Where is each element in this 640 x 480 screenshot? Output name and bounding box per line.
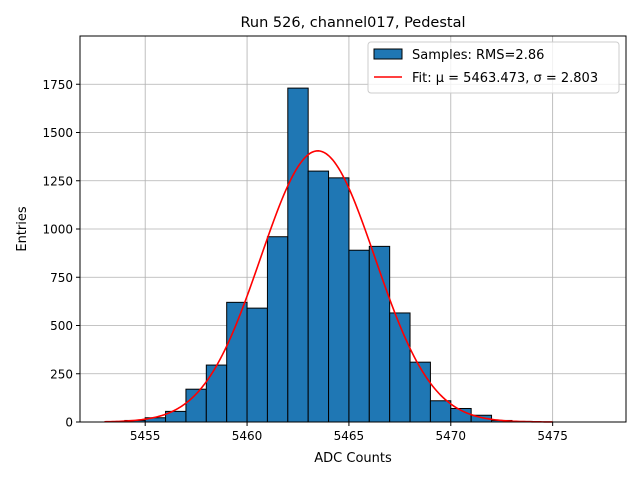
histogram-bar — [409, 361, 431, 423]
legend: Samples: RMS=2.86 Fit: μ = 5463.473, σ =… — [367, 41, 620, 94]
fit-curve-layer — [104, 150, 553, 423]
y-tick-label: 1250 — [42, 174, 73, 188]
legend-box — [367, 41, 620, 94]
legend-fit-label: Fit: μ = 5463.473, σ = 2.803 — [412, 71, 598, 86]
x-tick-label: 5470 — [436, 429, 467, 443]
x-tick-label: 5460 — [232, 429, 263, 443]
y-tick-label: 0 — [65, 416, 73, 430]
histogram-bar — [287, 87, 309, 423]
y-axis-label: Entries — [15, 206, 30, 252]
y-tick-label: 500 — [50, 319, 73, 333]
histogram-bar — [389, 312, 411, 423]
histogram-bar — [307, 170, 330, 423]
legend-samples-swatch — [373, 48, 403, 60]
y-tick-label: 750 — [50, 271, 73, 285]
x-axis-label: ADC Counts — [314, 451, 392, 466]
histogram-bar — [266, 236, 289, 423]
histogram-bars — [124, 87, 533, 423]
y-tick-label: 1000 — [42, 223, 73, 237]
y-tick-label: 1750 — [42, 78, 73, 92]
legend-samples-label: Samples: RMS=2.86 — [412, 48, 544, 63]
y-tick-label: 250 — [50, 367, 73, 381]
histogram-bar — [205, 364, 228, 423]
y-axis-ticks: 0 250 500 750 1000 1250 1500 1750 — [42, 78, 80, 430]
histogram-bar — [348, 249, 370, 423]
x-tick-label: 5455 — [130, 429, 161, 443]
x-tick-label: 5465 — [334, 429, 365, 443]
fit-curve — [104, 150, 553, 423]
histogram-bar — [328, 177, 350, 423]
y-tick-label: 1500 — [42, 126, 73, 140]
histogram-bar — [429, 400, 452, 423]
histogram-bar — [246, 307, 268, 423]
x-tick-label: 5475 — [537, 429, 568, 443]
histogram-bar — [226, 301, 248, 423]
x-axis-ticks: 5455 5460 5465 5470 5475 — [130, 422, 568, 443]
chart-title: Run 526, channel017, Pedestal — [240, 15, 465, 31]
